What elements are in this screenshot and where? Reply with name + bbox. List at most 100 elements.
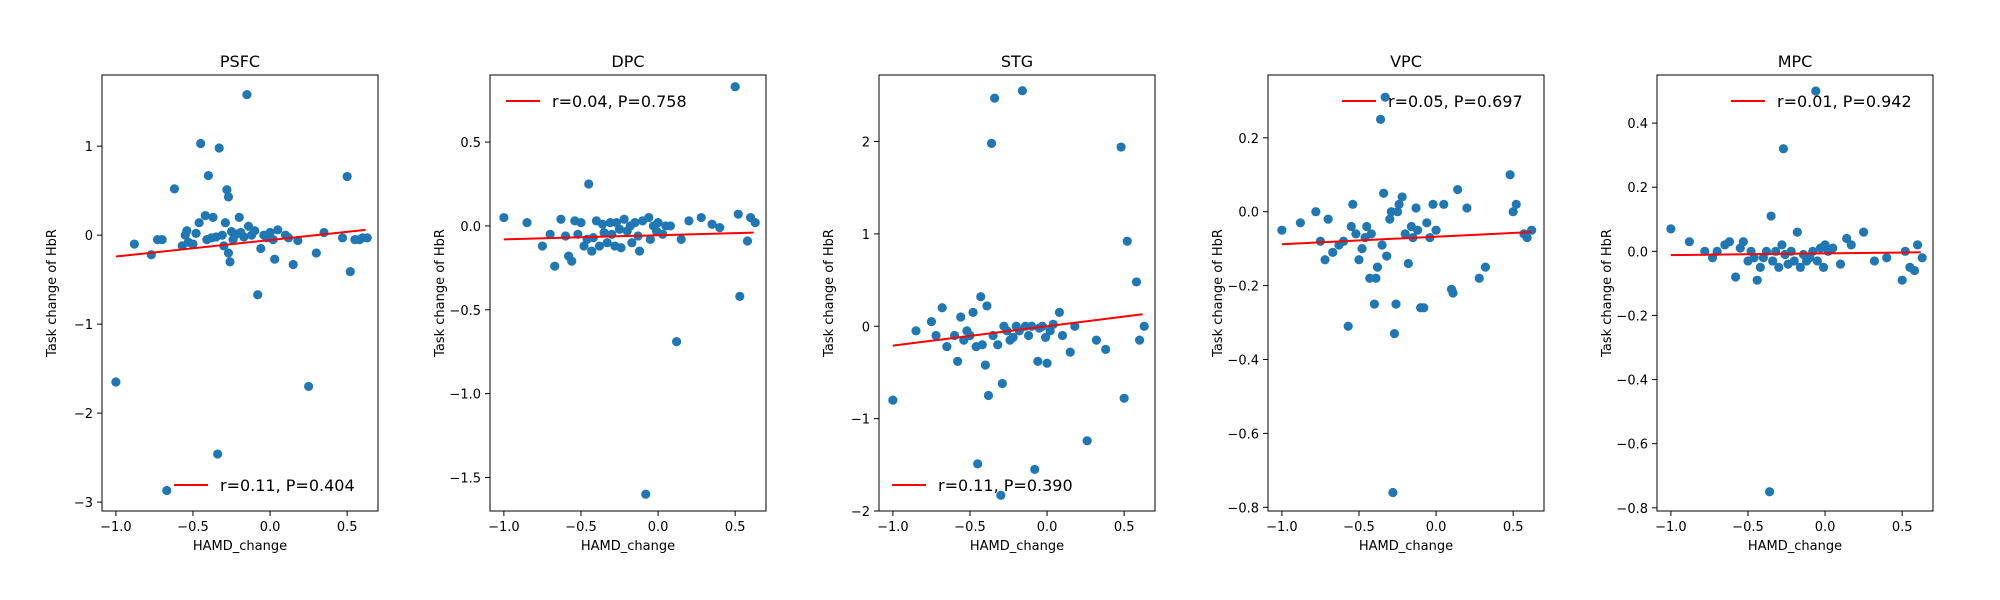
scatter-point (208, 212, 218, 222)
scatter-point (980, 360, 990, 370)
scatter-point (1366, 229, 1376, 239)
scatter-point (750, 217, 760, 228)
scatter-point (1666, 224, 1676, 234)
scatter-point (157, 235, 167, 245)
scatter-point (1842, 233, 1852, 244)
axes-frame (101, 74, 379, 512)
x-tick-label: 0.0 (260, 520, 281, 535)
legend: r=0.01, P=0.942 (1731, 92, 1912, 111)
scatter-point (304, 381, 314, 392)
scatter-point (1116, 142, 1126, 152)
scatter-point (1054, 307, 1065, 317)
scatter-point (1749, 253, 1759, 263)
y-tick-label: −0.5 (449, 304, 481, 319)
chart-title: VPC (1390, 52, 1422, 71)
scatter-point (203, 170, 213, 181)
scatter-point (169, 184, 180, 194)
scatter-point (1354, 255, 1364, 265)
scatter-point (986, 138, 997, 148)
scatter-point (1480, 262, 1491, 272)
legend: r=0.11, P=0.404 (174, 476, 355, 495)
scatter-point (1897, 275, 1907, 285)
scatter-point (1101, 344, 1111, 354)
y-tick-label: 0.2 (1238, 132, 1259, 147)
scatter-point (1818, 262, 1829, 272)
scatter-point (1033, 356, 1043, 366)
scatter-point (256, 243, 266, 254)
scatter-point (614, 224, 625, 234)
x-tick-label: −0.5 (1732, 520, 1764, 535)
scatter-point (545, 229, 555, 239)
scatter-point (1394, 199, 1404, 209)
axes-frame (1656, 74, 1934, 512)
scatter-point (188, 239, 198, 249)
scatter-point (1379, 188, 1389, 198)
scatter-point (1846, 240, 1856, 250)
scatter-point (223, 248, 234, 258)
scatter-point (911, 326, 921, 336)
scatter-point (1422, 218, 1432, 228)
scatter-point (253, 290, 263, 300)
scatter-point (1057, 330, 1068, 341)
scatter-point (953, 356, 963, 366)
scatter-point (1040, 332, 1051, 342)
scatter-point (1065, 347, 1075, 357)
scatter-point (1419, 303, 1429, 313)
axes-frame (878, 74, 1156, 512)
chart-title: PSFC (220, 52, 260, 71)
scatter-point (1315, 236, 1326, 246)
scatter-point (1392, 207, 1403, 217)
legend-label: r=0.11, P=0.390 (938, 476, 1073, 495)
chart-panel-dpc: DPC −1.0 −0.5 0.0 0.5 −1.5 −1.0 −0.5 0.0 0.5 HAMD_… (433, 52, 767, 554)
scatter-point (1134, 335, 1145, 345)
scatter-point (200, 210, 210, 221)
scatter-point (550, 261, 560, 271)
scatter-point (671, 337, 682, 347)
axes-frame (489, 74, 767, 512)
x-tick-label: 0.5 (725, 520, 746, 535)
scatter-point (602, 238, 612, 248)
scatter-point (1527, 225, 1537, 235)
x-tick-label: 0.0 (1426, 520, 1447, 535)
scatter-point (1766, 211, 1776, 221)
scatter-point (1320, 255, 1330, 265)
scatter-point (1377, 240, 1387, 250)
scatter-point (653, 217, 663, 228)
scatter-point (196, 138, 206, 149)
scatter-point (696, 212, 706, 223)
legend-label: r=0.04, P=0.758 (552, 92, 687, 111)
scatter-point (265, 227, 275, 238)
scatter-point (239, 232, 249, 242)
scatter-point (1131, 277, 1142, 287)
scatter-point (993, 340, 1003, 350)
scatter-point (345, 267, 355, 277)
scatter-point (1380, 92, 1390, 102)
scatter-point (567, 256, 577, 266)
scatter-point (1389, 329, 1400, 339)
scatter-point (968, 307, 978, 317)
scatter-point (1042, 358, 1052, 368)
scatter-point (1122, 236, 1132, 246)
y-tick-label: 0.4 (1627, 117, 1648, 132)
scatter-point (223, 192, 234, 202)
scatter-point (599, 228, 609, 238)
scatter-point (997, 378, 1007, 389)
y-axis-label: Task change of HbR (1600, 229, 1615, 358)
scatter-point (1391, 299, 1401, 309)
scatter-point (576, 217, 586, 228)
y-tick-label: 0.0 (460, 220, 481, 235)
legend: r=0.11, P=0.390 (892, 476, 1073, 495)
legend: r=0.05, P=0.697 (1342, 92, 1523, 111)
scatter-point (537, 241, 548, 251)
x-tick-label: 0.5 (1114, 520, 1135, 535)
scatter-point (1362, 221, 1372, 232)
scatter-point (111, 377, 121, 387)
scatter-point (1474, 273, 1484, 283)
chart-title: MPC (1778, 52, 1813, 71)
scatter-point (560, 231, 571, 241)
scatter-point (182, 226, 192, 236)
y-tick-label: −0.4 (1616, 374, 1648, 389)
scatter-point (1917, 253, 1927, 263)
scatter-point (250, 226, 260, 236)
y-tick-label: 0.5 (460, 136, 481, 151)
